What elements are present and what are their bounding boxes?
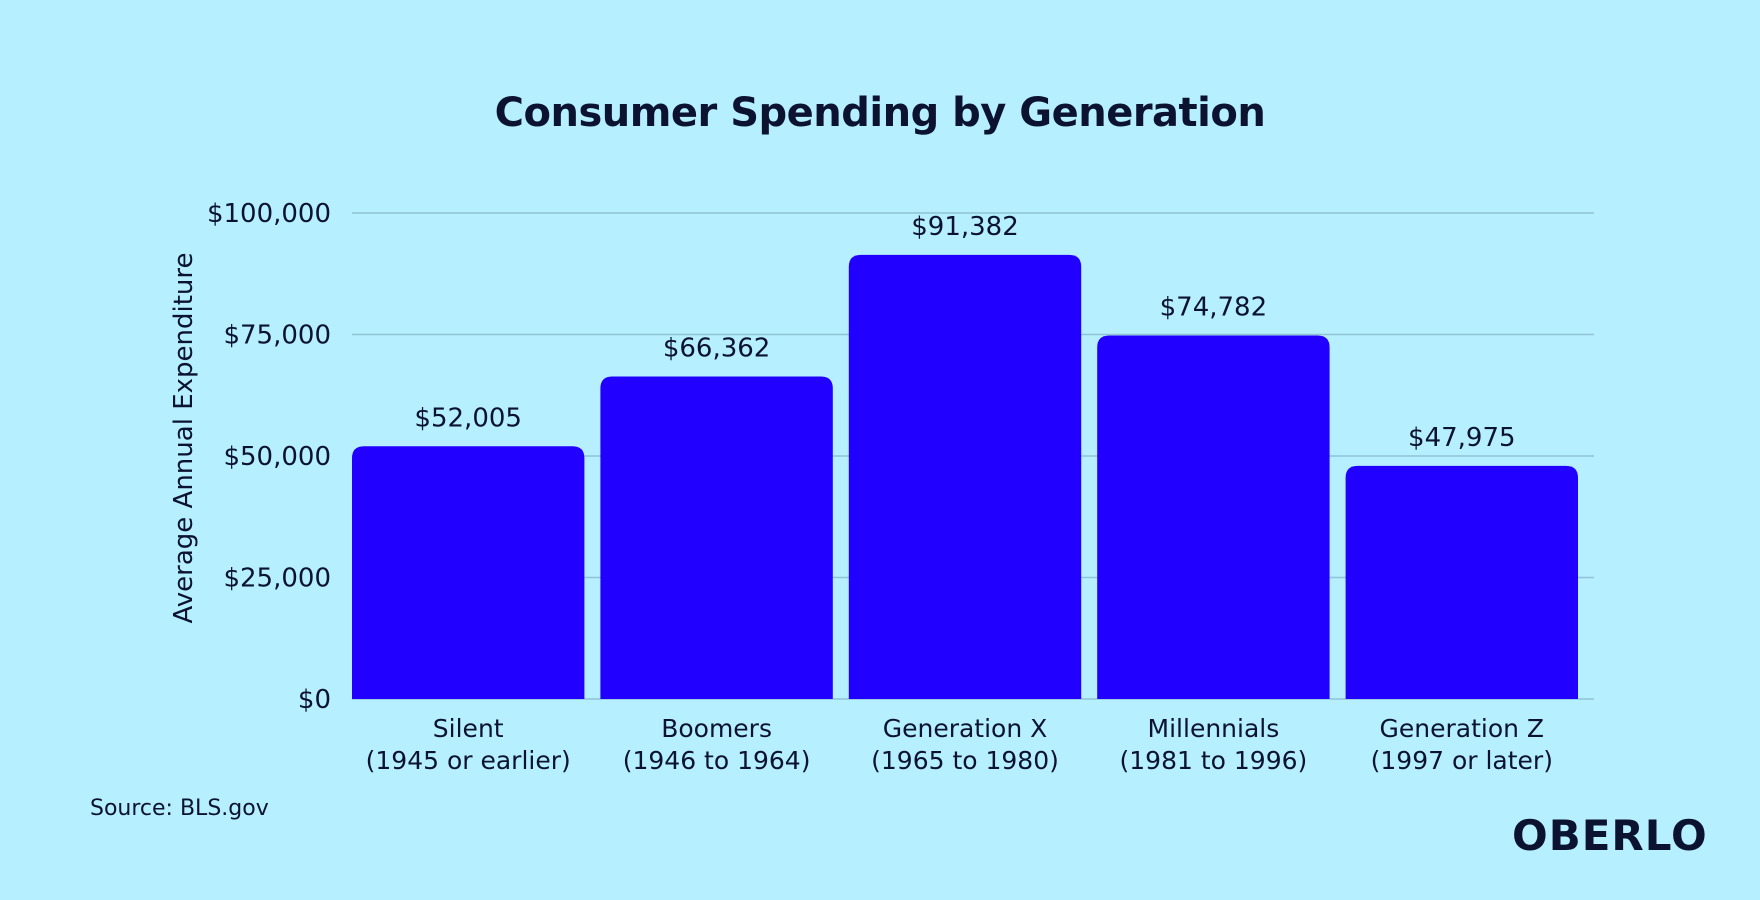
- data-label: $74,782: [1160, 293, 1268, 323]
- y-tick-label: $0: [298, 685, 331, 715]
- y-tick-label: $100,000: [207, 199, 331, 229]
- oberlo-logo: OBERLO: [1512, 811, 1708, 857]
- bar: [352, 446, 585, 699]
- y-tick-label: $75,000: [223, 321, 331, 351]
- data-label: $47,975: [1408, 423, 1516, 453]
- x-tick-label: Boomers: [661, 714, 772, 743]
- bar: [1345, 465, 1578, 699]
- logo-text: OBERLO: [1512, 811, 1708, 857]
- x-tick-label: Silent: [433, 714, 504, 743]
- x-tick-label: Millennials: [1148, 714, 1280, 743]
- x-tick-sublabel: (1997 or later): [1371, 746, 1553, 775]
- bar: [600, 376, 833, 699]
- y-tick-label: $50,000: [223, 442, 331, 472]
- x-tick-label: Generation Z: [1380, 714, 1545, 743]
- x-axis-ticks: Silent (1945 or earlier) Boomers (1946 to 1…: [366, 714, 1553, 775]
- x-tick-sublabel: (1945 or earlier): [366, 746, 571, 775]
- x-tick-sublabel: (1965 to 1980): [871, 746, 1059, 775]
- bars: [352, 254, 1578, 699]
- data-labels: $52,005 $66,362 $91,382 $74,782 $47,975: [414, 212, 1515, 453]
- chart-title: Consumer Spending by Generation: [494, 90, 1266, 136]
- x-tick-sublabel: (1981 to 1996): [1120, 746, 1308, 775]
- data-label: $52,005: [414, 403, 522, 433]
- source-note: Source: BLS.gov: [90, 796, 269, 821]
- data-label: $91,382: [911, 212, 1019, 242]
- x-tick-label: Generation X: [883, 714, 1048, 743]
- data-label: $66,362: [663, 333, 771, 363]
- bar: [848, 254, 1082, 699]
- bar: [1097, 335, 1330, 699]
- x-tick-sublabel: (1946 to 1964): [623, 746, 811, 775]
- y-axis-ticks: $0 $25,000 $50,000 $75,000 $100,000: [207, 199, 331, 715]
- y-tick-label: $25,000: [223, 564, 331, 594]
- y-axis-label: Average Annual Expenditure: [169, 253, 199, 624]
